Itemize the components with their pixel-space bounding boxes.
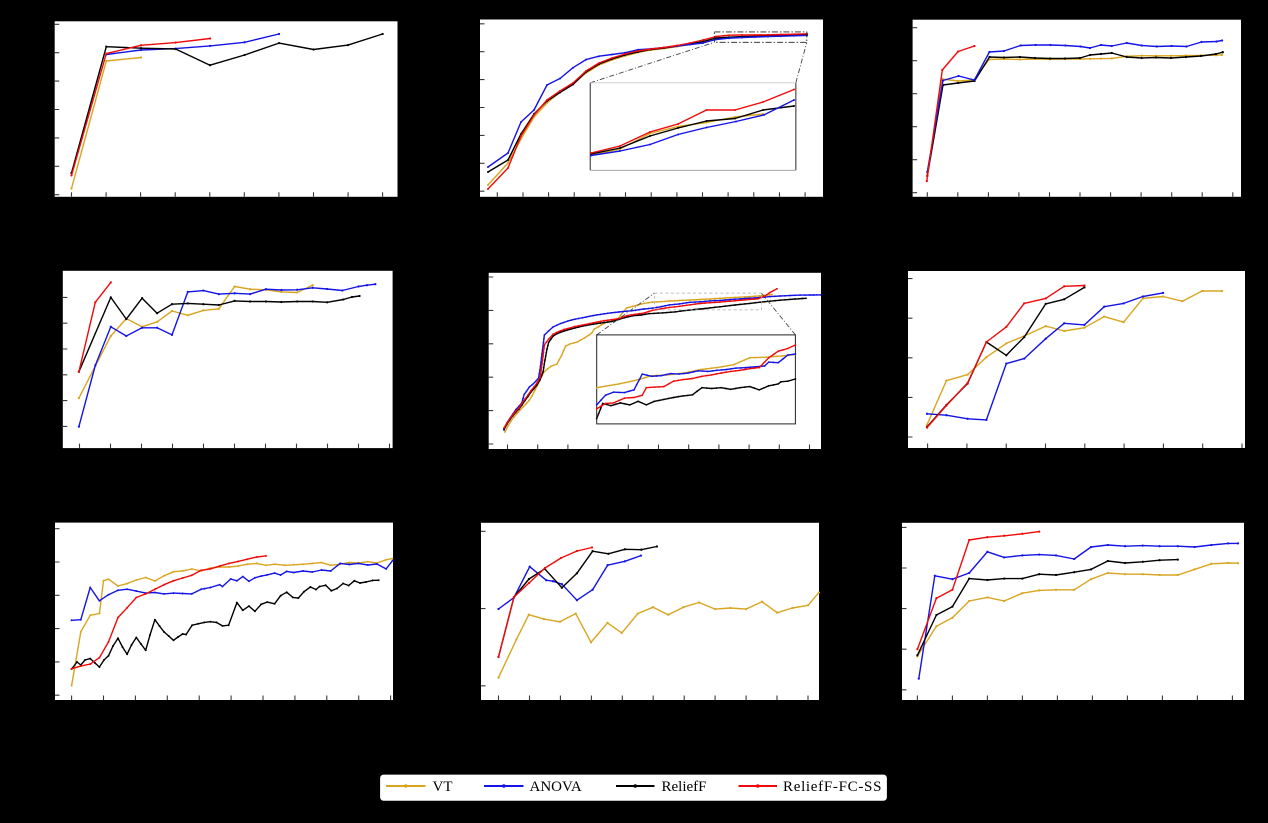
svg-text:ReliefF-FC-SS: ReliefF-FC-SS (783, 779, 882, 795)
svg-text:ReliefF: ReliefF (662, 779, 707, 795)
svg-text:ANOVA: ANOVA (530, 779, 582, 795)
svg-text:VT: VT (433, 779, 453, 795)
